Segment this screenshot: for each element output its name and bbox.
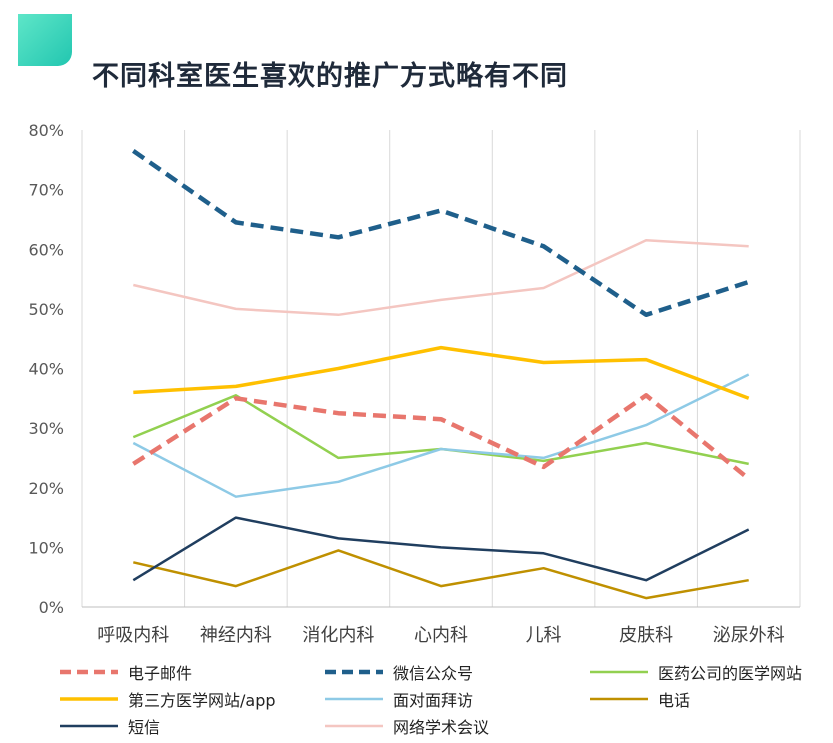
x-tick-label: 消化内科 xyxy=(302,625,374,646)
y-tick-label: 60% xyxy=(28,240,64,259)
legend-label: 面对面拜访 xyxy=(393,691,474,710)
legend-swatch xyxy=(323,720,385,732)
y-tick-label: 70% xyxy=(28,181,64,200)
legend-swatch xyxy=(58,693,120,705)
series-line-0 xyxy=(132,393,751,481)
x-tick-label: 呼吸内科 xyxy=(97,625,169,646)
y-tick-label: 30% xyxy=(28,419,64,438)
y-tick-label: 80% xyxy=(28,121,64,140)
legend-label: 短信 xyxy=(128,718,161,737)
legend-item: 第三方医学网站/app xyxy=(58,687,276,711)
legend-label: 医药公司的医学网站 xyxy=(658,664,803,683)
y-tick-label: 10% xyxy=(28,538,64,557)
series-line-7 xyxy=(133,239,749,317)
x-tick-label: 泌尿外科 xyxy=(713,625,785,646)
series-line-4 xyxy=(132,373,750,498)
series-line-1 xyxy=(132,149,750,318)
line-chart: 0% 10% 20% 30% 40% 50% 60% 70% 80% 呼吸内科 神经内科 消化内科 心内… xyxy=(28,121,801,646)
legend-item: 医药公司的医学网站 xyxy=(588,660,802,684)
x-tick-label: 心内科 xyxy=(414,625,468,646)
y-tick-label: 20% xyxy=(28,479,64,498)
header-accent-tab xyxy=(18,14,72,66)
legend-item: 网络学术会议 xyxy=(323,714,489,738)
page-title: 不同科室医生喜欢的推广方式略有不同 xyxy=(92,61,568,92)
legend-swatch xyxy=(58,666,120,678)
legend-label: 电话 xyxy=(658,691,691,710)
legend-swatch xyxy=(58,720,120,732)
legend-label: 电子邮件 xyxy=(128,664,193,683)
legend-item: 短信 xyxy=(58,714,160,738)
series-line-5 xyxy=(133,549,749,600)
legend-item: 面对面拜访 xyxy=(323,687,473,711)
legend-label: 第三方医学网站/app xyxy=(128,691,276,710)
legend-swatch xyxy=(588,693,650,705)
y-tick-label: 50% xyxy=(28,300,64,319)
legend-item: 微信公众号 xyxy=(323,660,473,684)
legend-swatch xyxy=(323,666,385,678)
legend-label: 网络学术会议 xyxy=(393,718,490,737)
y-tick-label: 0% xyxy=(39,598,64,617)
x-tick-label: 皮肤科 xyxy=(619,625,673,646)
legend-item: 电子邮件 xyxy=(58,660,192,684)
legend-label: 微信公众号 xyxy=(393,664,474,683)
legend-swatch xyxy=(323,693,385,705)
legend-swatch xyxy=(588,666,650,678)
x-tick-label: 儿科 xyxy=(526,625,562,646)
series-line-6 xyxy=(132,516,750,582)
series-line-3 xyxy=(133,345,750,400)
legend-item: 电话 xyxy=(588,687,690,711)
x-tick-label: 神经内科 xyxy=(200,625,272,646)
y-tick-label: 40% xyxy=(28,360,64,379)
